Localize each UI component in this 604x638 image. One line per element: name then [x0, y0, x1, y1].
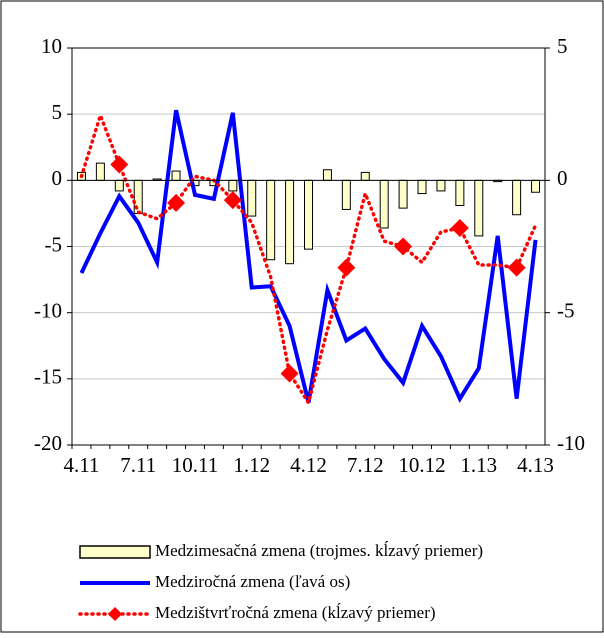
diamond-marker: [450, 218, 469, 237]
bar: [171, 170, 181, 181]
bar: [360, 171, 370, 181]
y-tick-label: -10: [34, 298, 62, 322]
bar: [455, 179, 465, 206]
bar: [341, 179, 351, 210]
y2-tick-label: 0: [557, 166, 568, 190]
x-tick-label: 10.12: [398, 453, 445, 477]
bar: [398, 179, 408, 209]
line: [79, 109, 538, 404]
y2-tick-label: 5: [557, 34, 568, 58]
diamond-marker: [394, 237, 413, 256]
y-tick-label: 0: [52, 166, 63, 190]
legend-label: Medzimesačná zmena (trojmes. kĺzavý prie…: [155, 541, 483, 560]
legend-marker: [108, 607, 122, 621]
y2-tick-label: -5: [557, 298, 575, 322]
diamond-marker: [280, 364, 299, 383]
y-tick-label: -20: [34, 431, 62, 455]
bar: [417, 179, 427, 195]
bar: [114, 179, 124, 192]
x-tick-label: 4.13: [517, 453, 554, 477]
legend-label: Medziročná zmena (ľavá os): [155, 572, 350, 591]
x-tick-label: 4.11: [63, 453, 99, 477]
y-tick-label: 10: [41, 34, 62, 58]
bar: [247, 179, 257, 217]
bar: [531, 179, 541, 193]
diamond-marker: [223, 191, 242, 210]
x-tick-label: 4.12: [290, 453, 327, 477]
diamond-marker: [167, 193, 186, 212]
bar: [228, 179, 238, 192]
x-tick-label: 10.11: [172, 453, 218, 477]
y2-tick-label: -10: [557, 431, 585, 455]
y-tick-label: 5: [52, 100, 63, 124]
bar: [322, 169, 332, 181]
bar: [436, 179, 446, 192]
x-tick-label: 1.12: [233, 453, 270, 477]
plot-frame: [71, 47, 546, 446]
bar: [379, 179, 389, 229]
bar: [304, 179, 313, 250]
bar: [285, 179, 295, 265]
y-tick-label: -15: [34, 365, 62, 389]
legend-label: Medzištvrťročná zmena (kĺzavý priemer): [155, 603, 436, 622]
x-tick-label: 7.11: [120, 453, 156, 477]
diamond-marker: [507, 258, 526, 277]
bar: [266, 179, 276, 261]
x-tick-label: 1.13: [460, 453, 497, 477]
bar: [512, 179, 522, 216]
bar: [95, 162, 105, 181]
dotted-line: [79, 110, 538, 407]
legend-key: [79, 545, 151, 559]
diamond-marker: [110, 155, 129, 174]
x-tick-label: 7.12: [347, 453, 384, 477]
y-tick-label: -5: [45, 232, 63, 256]
diamond-marker: [337, 258, 356, 277]
bar: [474, 179, 484, 237]
